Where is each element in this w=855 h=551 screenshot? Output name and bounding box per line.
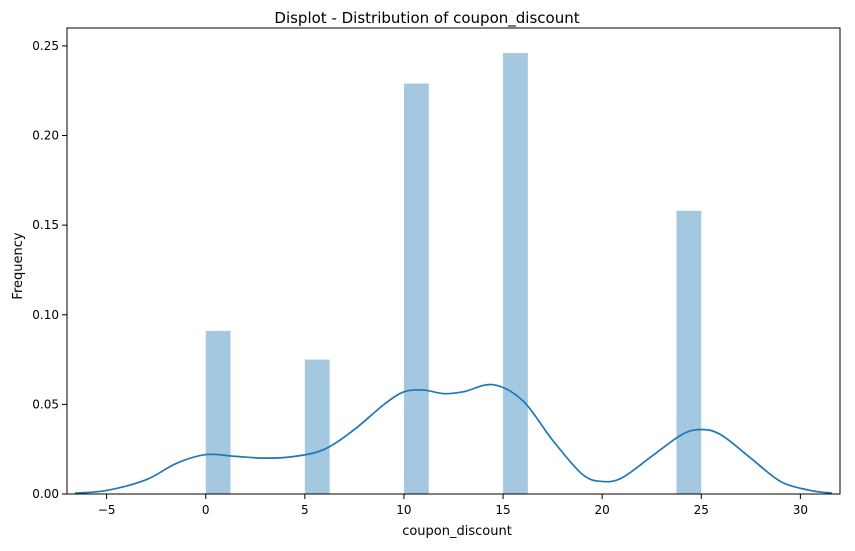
y-tick-label-3: 0.15 bbox=[32, 218, 59, 232]
chart-title: Displot - Distribution of coupon_discoun… bbox=[274, 9, 579, 28]
y-tick-label-5: 0.25 bbox=[32, 39, 59, 53]
x-tick-label-2: 5 bbox=[301, 503, 309, 517]
x-tick-label-0: −5 bbox=[98, 503, 116, 517]
x-tick-label-4: 15 bbox=[495, 503, 510, 517]
kde-line bbox=[74, 383, 833, 494]
histogram-bar-1 bbox=[304, 359, 330, 494]
y-tick-label-4: 0.20 bbox=[32, 129, 59, 143]
histogram-bar-0 bbox=[205, 330, 231, 494]
plot-frame bbox=[66, 27, 841, 495]
histogram-bars bbox=[205, 53, 702, 495]
y-axis-label: Frequency bbox=[11, 232, 26, 299]
x-tick-label-3: 10 bbox=[396, 503, 411, 517]
x-tick-label-1: 0 bbox=[202, 503, 210, 517]
x-tick-label-5: 20 bbox=[595, 503, 610, 517]
y-axis: 0.00 0.05 0.10 0.15 0.20 0.25 bbox=[32, 39, 67, 501]
y-tick-label-2: 0.10 bbox=[32, 308, 59, 322]
x-tick-label-6: 25 bbox=[694, 503, 709, 517]
histogram-bar-2 bbox=[403, 83, 429, 494]
y-tick-label-0: 0.00 bbox=[32, 487, 59, 501]
histogram-bar-3 bbox=[503, 53, 528, 495]
x-axis: −5 0 5 10 15 20 25 30 bbox=[98, 494, 808, 517]
x-axis-label: coupon_discount bbox=[402, 524, 512, 539]
y-tick-label-1: 0.05 bbox=[32, 397, 59, 411]
x-tick-label-7: 30 bbox=[793, 503, 808, 517]
histogram-bar-4 bbox=[676, 210, 702, 494]
